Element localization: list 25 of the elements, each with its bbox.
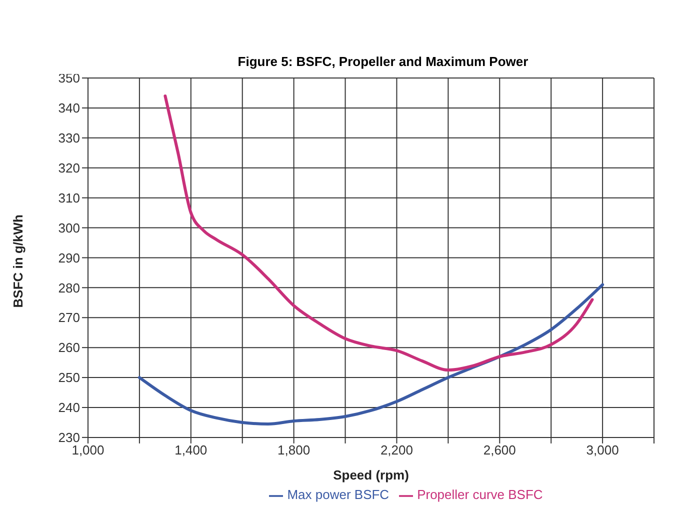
legend-label: Max power BSFC bbox=[287, 487, 390, 502]
y-tick-label: 250 bbox=[58, 370, 80, 386]
x-tick-label: 1,000 bbox=[72, 442, 104, 458]
x-tick-label: 3,000 bbox=[586, 442, 619, 458]
y-tick-label: 270 bbox=[58, 310, 80, 326]
y-tick-label: 240 bbox=[58, 400, 80, 416]
y-axis-title: BSFC in g/kWh bbox=[10, 214, 26, 308]
legend-label: Propeller curve BSFC bbox=[417, 487, 543, 502]
x-tick-label: 2,200 bbox=[380, 442, 413, 458]
y-tick-label: 300 bbox=[58, 220, 80, 236]
y-tick-label: 290 bbox=[58, 250, 80, 266]
chart-title: Figure 5: BSFC, Propeller and Maximum Power bbox=[238, 54, 528, 69]
line-series bbox=[164, 94, 594, 372]
y-tick-label: 320 bbox=[58, 160, 80, 176]
y-tick-label: 280 bbox=[58, 280, 80, 296]
x-axis-title: Speed (rpm) bbox=[333, 467, 409, 482]
x-tick-label: 1,800 bbox=[278, 442, 310, 458]
y-tick-label: 260 bbox=[58, 340, 80, 356]
y-tick-label: 310 bbox=[58, 190, 80, 206]
x-tick-label: 2,600 bbox=[483, 442, 516, 458]
x-tick-label: 1,400 bbox=[174, 442, 208, 458]
y-tick-label: 330 bbox=[58, 130, 80, 146]
y-tick-label: 230 bbox=[58, 430, 80, 446]
line-series bbox=[138, 283, 604, 426]
y-tick-label: 340 bbox=[58, 100, 80, 116]
